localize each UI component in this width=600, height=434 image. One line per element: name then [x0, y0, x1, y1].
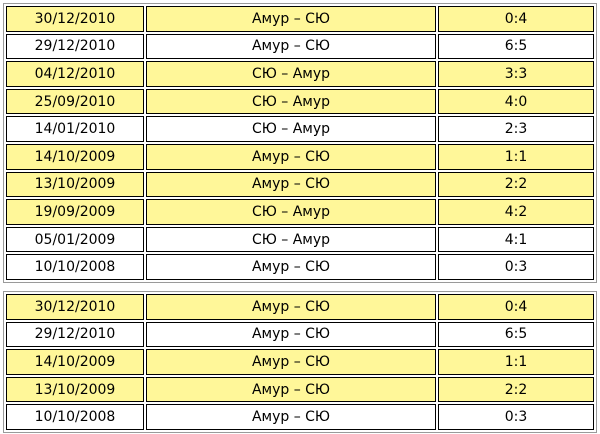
match-cell: Амур – СЮ — [146, 294, 436, 320]
results-table: 30/12/2010 Амур – СЮ 0:4 29/12/2010 Амур – С… — [3, 3, 597, 283]
match-cell: СЮ – Амур — [146, 61, 436, 87]
date-cell: 30/12/2010 — [6, 294, 144, 320]
table-row: 29/12/2010 Амур – СЮ 6:5 — [6, 33, 594, 60]
score-cell: 0:4 — [438, 6, 594, 32]
match-cell: Амур – СЮ — [146, 6, 436, 32]
table-row: 13/10/2009 Амур – СЮ 2:2 — [6, 376, 594, 403]
date-cell: 19/09/2009 — [6, 199, 144, 225]
table-row: 13/10/2009 Амур – СЮ 2:2 — [6, 171, 594, 198]
table-row: 14/10/2009 Амур – СЮ 1:1 — [6, 143, 594, 170]
table-row: 14/10/2009 Амур – СЮ 1:1 — [6, 349, 594, 375]
table-row: 19/09/2009 СЮ – Амур 4:2 — [6, 199, 594, 225]
score-cell: 6:5 — [438, 33, 594, 60]
date-cell: 10/10/2008 — [6, 404, 144, 430]
score-cell: 2:3 — [438, 116, 594, 142]
match-cell: Амур – СЮ — [146, 404, 436, 430]
match-cell: Амур – СЮ — [146, 143, 436, 170]
score-cell: 3:3 — [438, 61, 594, 87]
score-cell: 4:2 — [438, 199, 594, 225]
date-cell: 13/10/2009 — [6, 171, 144, 198]
match-cell: Амур – СЮ — [146, 321, 436, 348]
score-cell: 4:0 — [438, 88, 594, 115]
score-cell: 1:1 — [438, 143, 594, 170]
results-table: 30/12/2010 Амур – СЮ 0:4 29/12/2010 Амур – С… — [3, 291, 597, 433]
match-cell: Амур – СЮ — [146, 349, 436, 375]
score-cell: 2:2 — [438, 171, 594, 198]
date-cell: 14/10/2009 — [6, 349, 144, 375]
date-cell: 14/10/2009 — [6, 143, 144, 170]
date-cell: 29/12/2010 — [6, 321, 144, 348]
score-cell: 2:2 — [438, 376, 594, 403]
date-cell: 14/01/2010 — [6, 116, 144, 142]
table-row: 30/12/2010 Амур – СЮ 0:4 — [6, 6, 594, 32]
date-cell: 05/01/2009 — [6, 226, 144, 253]
score-cell: 0:3 — [438, 254, 594, 280]
date-cell: 13/10/2009 — [6, 376, 144, 403]
date-cell: 29/12/2010 — [6, 33, 144, 60]
table-row: 10/10/2008 Амур – СЮ 0:3 — [6, 404, 594, 430]
table-wrap: 30/12/2010 Амур – СЮ 0:4 29/12/2010 Амур – С… — [3, 3, 597, 283]
table-wrap: 30/12/2010 Амур – СЮ 0:4 29/12/2010 Амур – С… — [3, 291, 597, 433]
score-cell: 1:1 — [438, 349, 594, 375]
score-cell: 6:5 — [438, 321, 594, 348]
match-cell: Амур – СЮ — [146, 171, 436, 198]
match-cell: Амур – СЮ — [146, 33, 436, 60]
match-cell: Амур – СЮ — [146, 254, 436, 280]
table-row: 10/10/2008 Амур – СЮ 0:3 — [6, 254, 594, 280]
score-cell: 0:4 — [438, 294, 594, 320]
match-cell: СЮ – Амур — [146, 199, 436, 225]
table-row: 14/01/2010 СЮ – Амур 2:3 — [6, 116, 594, 142]
date-cell: 30/12/2010 — [6, 6, 144, 32]
score-cell: 0:3 — [438, 404, 594, 430]
match-cell: СЮ – Амур — [146, 88, 436, 115]
match-cell: Амур – СЮ — [146, 376, 436, 403]
score-cell: 4:1 — [438, 226, 594, 253]
table-row: 04/12/2010 СЮ – Амур 3:3 — [6, 61, 594, 87]
table-row: 25/09/2010 СЮ – Амур 4:0 — [6, 88, 594, 115]
match-cell: СЮ – Амур — [146, 226, 436, 253]
table-row: 29/12/2010 Амур – СЮ 6:5 — [6, 321, 594, 348]
date-cell: 10/10/2008 — [6, 254, 144, 280]
date-cell: 25/09/2010 — [6, 88, 144, 115]
date-cell: 04/12/2010 — [6, 61, 144, 87]
table-row: 05/01/2009 СЮ – Амур 4:1 — [6, 226, 594, 253]
match-cell: СЮ – Амур — [146, 116, 436, 142]
table-row: 30/12/2010 Амур – СЮ 0:4 — [6, 294, 594, 320]
